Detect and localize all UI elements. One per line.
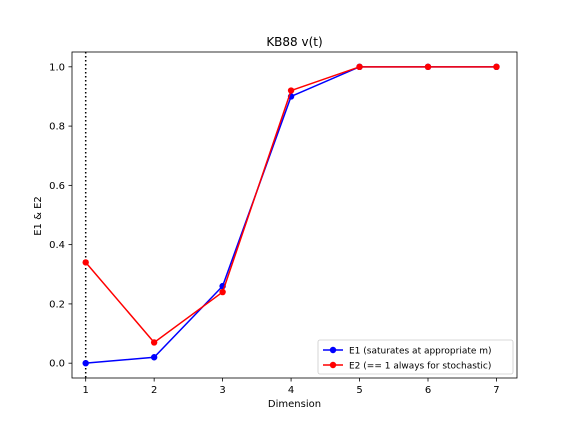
y-tick-label: 0.2 bbox=[49, 299, 65, 310]
series-2-point bbox=[493, 63, 500, 71]
series-2-point bbox=[82, 259, 89, 266]
y-tick-label: 0.8 bbox=[49, 122, 65, 133]
y-tick-label: 0.0 bbox=[49, 359, 65, 370]
series-2-point bbox=[150, 339, 158, 346]
x-axis-label: Dimension bbox=[268, 399, 321, 410]
series-2-point bbox=[356, 63, 363, 71]
chart-title: KB88 v(t) bbox=[266, 35, 322, 49]
series-1-point bbox=[82, 359, 89, 367]
legend-swatch-marker bbox=[329, 346, 337, 354]
series-1-point bbox=[150, 354, 158, 361]
legend-label: E2 (== 1 always for stochastic) bbox=[349, 362, 491, 372]
x-tick-label: 2 bbox=[151, 385, 157, 396]
x-tick-label: 4 bbox=[288, 385, 294, 396]
series-line-1 bbox=[85, 66, 497, 364]
plot-frame bbox=[71, 51, 518, 379]
x-tick-label: 6 bbox=[425, 385, 431, 396]
series-2-point bbox=[219, 288, 226, 296]
x-tick-label: 5 bbox=[356, 385, 362, 396]
series-2-point bbox=[287, 87, 295, 94]
legend-swatch-marker bbox=[329, 361, 337, 369]
legend-label: E1 (saturates at appropriate m) bbox=[349, 347, 492, 357]
y-axis-label: E1 & E2 bbox=[33, 196, 44, 236]
y-tick-label: 0.4 bbox=[49, 240, 65, 251]
y-tick-label: 0.6 bbox=[49, 181, 65, 192]
x-tick-label: 1 bbox=[83, 385, 89, 396]
legend-box bbox=[317, 339, 514, 375]
y-tick-label: 1.0 bbox=[49, 62, 65, 73]
series-line-2 bbox=[85, 66, 497, 344]
series-2-point bbox=[424, 63, 432, 71]
x-tick-label: 3 bbox=[219, 385, 225, 396]
x-tick-label: 7 bbox=[493, 385, 499, 396]
